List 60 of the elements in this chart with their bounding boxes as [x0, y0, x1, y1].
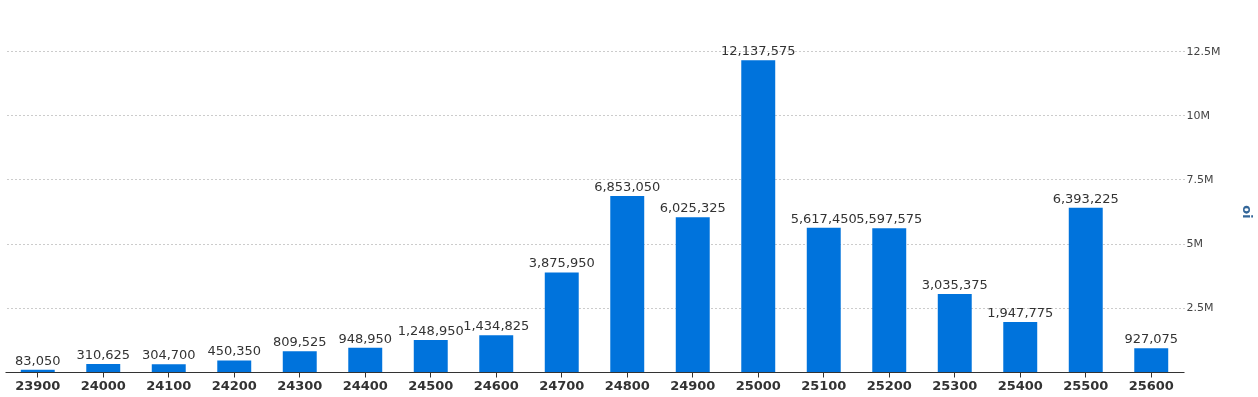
data-label: 948,950 [338, 330, 393, 346]
y-axis-title: oi [1240, 205, 1256, 219]
data-label: 3,035,375 [921, 277, 988, 293]
bar [86, 364, 121, 372]
data-label: 83,050 [15, 352, 61, 368]
data-label: 809,525 [272, 334, 327, 350]
x-tick-label: 24800 [604, 377, 650, 393]
x-tick-label: 24100 [146, 377, 192, 393]
bar [610, 196, 645, 372]
x-tick-label: 25500 [1063, 377, 1109, 393]
y-tick-label: 10M [1186, 108, 1210, 122]
x-tick-label: 24200 [211, 377, 257, 393]
data-label: 5,617,450 [790, 210, 857, 226]
bar [479, 335, 514, 372]
bar [741, 60, 776, 372]
data-label: 6,393,225 [1052, 190, 1119, 206]
bar [872, 228, 907, 372]
bar [544, 272, 579, 372]
x-tick-label: 24700 [539, 377, 585, 393]
x-tick-label: 25200 [866, 377, 912, 393]
bar [1068, 207, 1103, 372]
bar [806, 227, 841, 372]
y-tick-label: 7.5M [1186, 172, 1214, 186]
data-label: 6,025,325 [659, 200, 726, 216]
data-label: 12,137,575 [721, 43, 796, 59]
bar [20, 369, 55, 372]
data-label: 310,625 [76, 347, 131, 363]
data-label: 1,434,825 [463, 318, 530, 334]
x-tick-label: 24400 [342, 377, 388, 393]
bar [675, 217, 710, 372]
data-label: 5,597,575 [856, 211, 923, 227]
data-label: 1,248,950 [397, 322, 464, 338]
bar [413, 339, 448, 372]
x-tick-label: 24500 [408, 377, 454, 393]
data-label: 450,350 [207, 343, 262, 359]
x-tick-label: 25100 [801, 377, 847, 393]
y-tick-label: 12.5M [1186, 44, 1221, 58]
data-label: 1,947,775 [987, 304, 1054, 320]
x-tick-label: 25400 [997, 377, 1043, 393]
y-tick-label: 2.5M [1186, 301, 1214, 315]
bar [151, 364, 186, 372]
data-label: 304,700 [141, 347, 196, 363]
x-tick-label: 24300 [277, 377, 323, 393]
data-label: 3,875,950 [528, 255, 595, 271]
y-tick-label: 5M [1186, 237, 1203, 251]
x-tick-label: 24000 [80, 377, 126, 393]
bar [217, 360, 252, 372]
x-tick-label: 24900 [670, 377, 716, 393]
bar [348, 347, 383, 372]
x-tick-label: 24600 [473, 377, 519, 393]
bar [1003, 321, 1038, 372]
bar [282, 351, 317, 372]
bar [1134, 348, 1169, 372]
x-tick-label: 25300 [932, 377, 978, 393]
data-label: 927,075 [1124, 331, 1179, 347]
x-tick-label: 25600 [1128, 377, 1174, 393]
bar [937, 294, 972, 372]
data-label: 6,853,050 [594, 179, 661, 195]
x-tick-label: 25000 [735, 377, 781, 393]
x-tick-label: 23900 [15, 377, 61, 393]
